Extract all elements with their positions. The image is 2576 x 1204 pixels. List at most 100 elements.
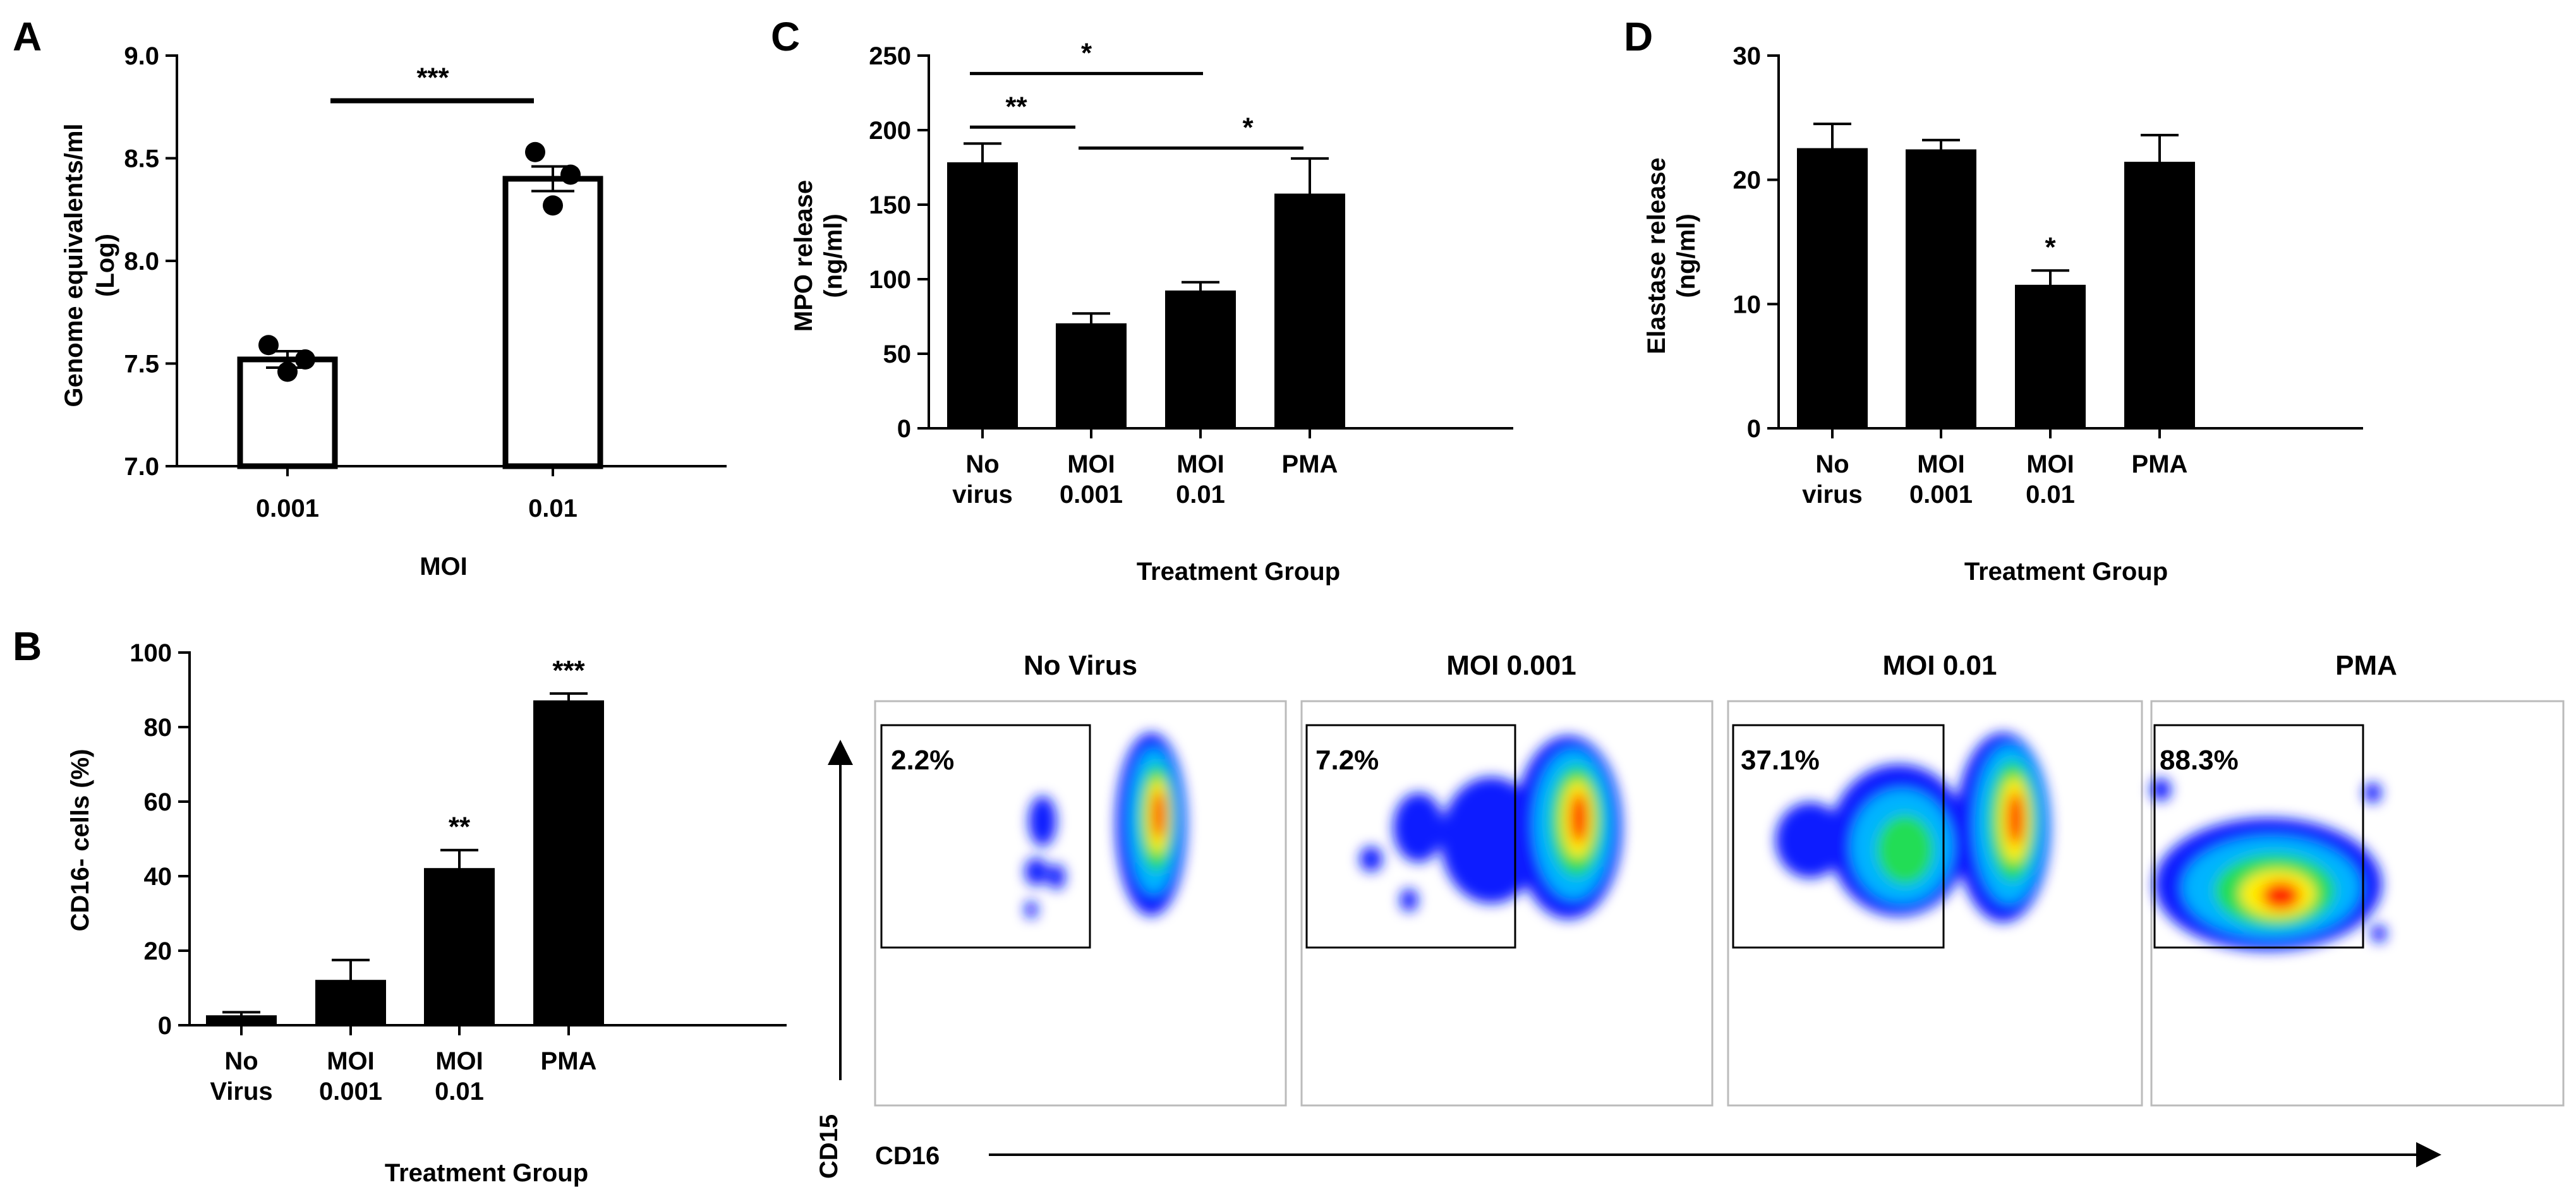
- panel-b-xtick-label: 0.01: [435, 1078, 484, 1105]
- panel-d-xlabel: Treatment Group: [1964, 558, 2168, 586]
- panel-b: B CD16- cells (%) Treatment Group 0 20 40 6…: [13, 623, 787, 1187]
- panel-c-bar: [1165, 290, 1236, 429]
- panel-d-significance: *: [2045, 232, 2056, 263]
- panel-b-bar: [315, 980, 386, 1026]
- panel-d-xtick-label: No: [1815, 450, 1849, 478]
- panel-d-xtick-label: MOI: [1917, 450, 1965, 478]
- panel-c-xtick-label: virus: [952, 481, 1013, 509]
- panel-b-significance: ***: [552, 655, 585, 686]
- panel-a-xtick-label: 0.01: [528, 495, 577, 522]
- panel-c-bracket-significance: **: [1005, 91, 1027, 122]
- panel-c-xtick-label: MOI: [1176, 450, 1225, 478]
- panel-c-ytick-label: 100: [869, 266, 911, 294]
- panel-b-xtick-label: MOI: [327, 1047, 375, 1075]
- flow-frame-moi-0001: [1300, 700, 1714, 1107]
- panel-letter-a: A: [13, 14, 42, 59]
- flow-cytometry-panels: No Virus 2.2% MOI 0.001: [815, 650, 2565, 1179]
- panel-d-ytick-label: 20: [1733, 167, 1762, 195]
- panel-a-data-point: [277, 361, 298, 382]
- gate-percent-pma: 88.3%: [2160, 745, 2239, 776]
- flow-frame-moi-001: [1727, 700, 2143, 1107]
- panel-d-ylabel-line2: (ng/ml): [1672, 214, 1700, 298]
- panel-a-data-point: [295, 349, 315, 370]
- panel-c-xtick-label: 0.01: [1176, 481, 1225, 509]
- panel-c-bar: [1056, 323, 1127, 429]
- panel-d-ytick-label: 10: [1733, 291, 1762, 318]
- panel-a-bar: [502, 176, 603, 469]
- panel-b-xtick-label: 0.001: [319, 1078, 382, 1105]
- panel-a-ylabel-line2: (Log): [92, 234, 119, 297]
- panel-d-bar: [2015, 284, 2086, 430]
- panel-a-data-point: [560, 164, 581, 185]
- gate-moi-0001[interactable]: [1305, 724, 1516, 949]
- panel-c-xtick-label: MOI: [1067, 450, 1115, 478]
- flow-title-moi-0001: MOI 0.001: [1446, 650, 1576, 681]
- panel-b-xtick-label: MOI: [435, 1047, 483, 1075]
- gate-percent-no-virus: 2.2%: [891, 745, 954, 776]
- panel-d-xtick-label: MOI: [2026, 450, 2074, 478]
- panel-a-xtick-label: 0.001: [256, 495, 319, 522]
- panel-d-bar: [1906, 149, 1976, 429]
- panel-b-ytick-label: 60: [144, 788, 172, 816]
- flow-title-no-virus: No Virus: [1024, 650, 1137, 681]
- density-plot-moi-0001: [1360, 736, 1622, 919]
- panel-c-ytick-label: 50: [883, 340, 912, 368]
- panel-d-ytick-label: 30: [1733, 42, 1762, 70]
- cd16-axis-label: CD16: [875, 1142, 940, 1170]
- panel-b-xtick-label: No: [224, 1047, 258, 1075]
- density-plot-no-virus: [1025, 733, 1187, 918]
- panel-b-bar: [206, 1015, 277, 1026]
- panel-a-ytick-label: 8.5: [124, 145, 159, 173]
- panel-letter-c: C: [771, 14, 800, 59]
- panel-c: C MPO release (ng/ml) Treatment Group 0 5…: [771, 14, 1513, 586]
- panel-c-ytick-label: 150: [869, 191, 911, 219]
- panel-a-ylabel-line1: Genome equivalents/ml: [60, 123, 88, 407]
- flow-panel-no-virus: No Virus 2.2%: [874, 650, 1287, 1107]
- panel-d-bar: [2124, 162, 2195, 429]
- density-plot-pma: [2151, 778, 2386, 951]
- panel-c-ylabel-line2: (ng/ml): [819, 214, 847, 298]
- gate-pma[interactable]: [2153, 724, 2364, 949]
- flow-panel-moi-001: MOI 0.01 37.1%: [1727, 650, 2143, 1107]
- panel-a-significance: ***: [416, 63, 449, 93]
- panel-b-ytick-label: 20: [144, 937, 172, 965]
- panel-c-xlabel: Treatment Group: [1137, 558, 1340, 586]
- panel-c-xtick-label: No: [965, 450, 999, 478]
- flow-panel-moi-0001: MOI 0.001 7.2%: [1300, 650, 1714, 1107]
- panel-b-xlabel: Treatment Group: [385, 1159, 588, 1187]
- panel-d: D Elastase release (ng/ml) Treatment Gro…: [1624, 14, 2363, 586]
- gate-percent-moi-001: 37.1%: [1741, 745, 1820, 776]
- gate-moi-001[interactable]: [1732, 724, 1945, 949]
- panel-c-ylabel-line1: MPO release: [790, 180, 818, 332]
- panel-c-bar: [947, 162, 1018, 429]
- cd15-axis-label: CD15: [815, 1114, 843, 1179]
- panel-letter-b: B: [13, 623, 42, 669]
- panel-c-plot: 0 50 100 150 200 250 No virus MOI 0.001 MOI 0.01 PMA…: [869, 37, 1513, 509]
- panel-b-bar: [424, 868, 495, 1026]
- flow-frame-pma: [2150, 700, 2565, 1107]
- panel-a-ytick-label: 8.0: [124, 248, 159, 275]
- panel-b-ytick-label: 0: [158, 1012, 172, 1040]
- panel-a-plot: 7.0 7.5 8.0 8.5 9.0 0.001 0.01 ***: [124, 42, 727, 522]
- panel-a-data-point: [258, 335, 279, 356]
- panel-b-ylabel: CD16- cells (%): [66, 749, 94, 932]
- panel-b-xtick-label: PMA: [541, 1047, 597, 1075]
- panel-c-ytick-label: 200: [869, 117, 911, 145]
- flow-panel-pma: PMA 88.3%: [2150, 650, 2565, 1107]
- panel-d-ytick-label: 0: [1747, 415, 1761, 443]
- flow-title-pma: PMA: [2335, 650, 2397, 681]
- panel-c-bracket-significance: *: [1081, 37, 1092, 68]
- panel-a-ytick-label: 9.0: [124, 42, 159, 70]
- panel-a-data-point: [525, 141, 545, 162]
- panel-a: A Genome equivalents/ml (Log) MOI 7.0 7.5…: [13, 14, 727, 581]
- density-plot-moi-001: [1775, 733, 2050, 922]
- panel-a-ytick-label: 7.0: [124, 453, 159, 481]
- panel-c-bracket-significance: *: [1242, 112, 1254, 143]
- panel-b-plot: 0 20 40 60 80 100 No Virus MOI 0.001 MOI 0.01 ** PMA *…: [130, 639, 787, 1105]
- gate-no-virus[interactable]: [880, 724, 1091, 949]
- panel-c-ytick-label: 250: [869, 42, 911, 70]
- panel-d-xtick-label: PMA: [2132, 450, 2188, 478]
- panel-a-xlabel: MOI: [420, 553, 468, 581]
- panel-b-ytick-label: 100: [130, 639, 172, 667]
- panel-d-xtick-label: virus: [1802, 481, 1863, 509]
